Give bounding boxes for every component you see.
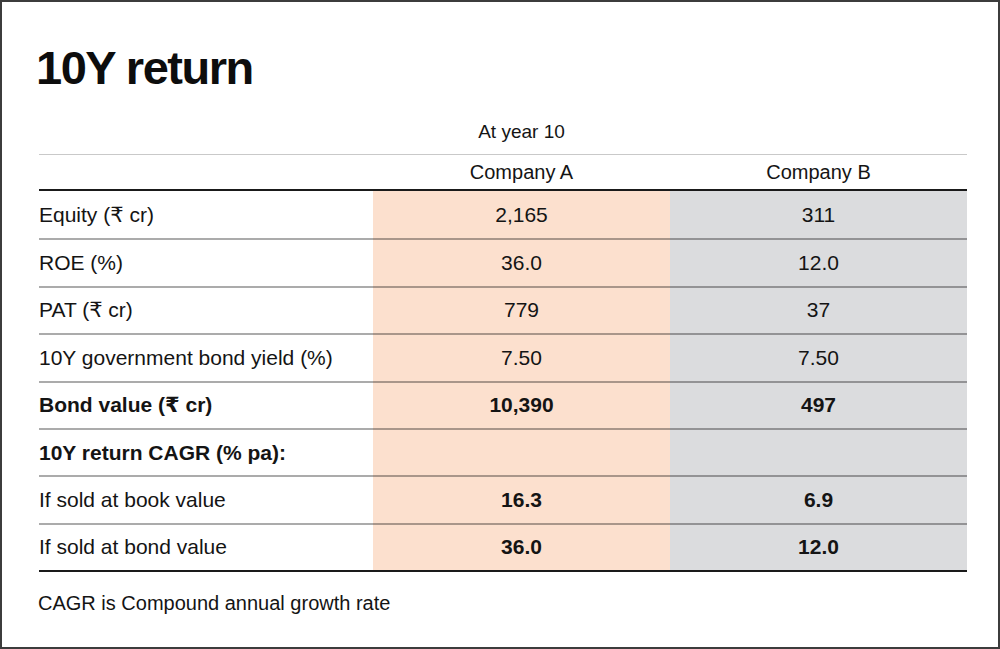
cell-company-a: 36.0 [373, 523, 670, 570]
cell-company-a: 36.0 [373, 238, 670, 285]
cell-company-b: 311 [670, 191, 967, 238]
page-title: 10Y return [36, 44, 253, 91]
cell-company-b: 497 [670, 381, 967, 428]
table-column-header-row: Company A Company B [39, 155, 967, 191]
super-header-spacer [39, 110, 373, 154]
comparison-table: At year 10 Company A Company B Equity (₹… [39, 110, 967, 572]
cell-company-a: 16.3 [373, 475, 670, 522]
row-label: 10Y government bond yield (%) [39, 333, 373, 380]
row-label: If sold at bond value [39, 523, 373, 570]
cell-company-a: 10,390 [373, 381, 670, 428]
cell-company-b: 6.9 [670, 475, 967, 522]
cell-company-b: 12.0 [670, 238, 967, 285]
row-label: PAT (₹ cr) [39, 286, 373, 333]
row-label: Equity (₹ cr) [39, 191, 373, 238]
column-header-company-b: Company B [670, 155, 967, 189]
table-row-bond-yield: 10Y government bond yield (%) 7.50 7.50 [39, 333, 967, 380]
cell-company-a [373, 428, 670, 475]
outer-frame: 10Y return At year 10 Company A Company … [0, 0, 1000, 649]
table-row-cagr-heading: 10Y return CAGR (% pa): [39, 428, 967, 475]
table-row-sold-book-value: If sold at book value 16.3 6.9 [39, 475, 967, 522]
cell-company-b: 37 [670, 286, 967, 333]
table-row-pat: PAT (₹ cr) 779 37 [39, 286, 967, 333]
row-label: 10Y return CAGR (% pa): [39, 428, 373, 475]
super-header-spacer [670, 110, 967, 154]
row-label: If sold at book value [39, 475, 373, 522]
cell-company-a: 779 [373, 286, 670, 333]
cell-company-b [670, 428, 967, 475]
footnote: CAGR is Compound annual growth rate [38, 592, 390, 615]
cell-company-b: 12.0 [670, 523, 967, 570]
column-header-company-a: Company A [373, 155, 670, 189]
row-label: Bond value (₹ cr) [39, 381, 373, 428]
table-row-sold-bond-value: If sold at bond value 36.0 12.0 [39, 523, 967, 570]
table-super-header-row: At year 10 [39, 110, 967, 155]
row-label: ROE (%) [39, 238, 373, 285]
table-row-roe: ROE (%) 36.0 12.0 [39, 238, 967, 285]
cell-company-b: 7.50 [670, 333, 967, 380]
table-body: Equity (₹ cr) 2,165 311 ROE (%) 36.0 12.… [39, 191, 967, 572]
table-row-bond-value: Bond value (₹ cr) 10,390 497 [39, 381, 967, 428]
cell-company-a: 2,165 [373, 191, 670, 238]
column-header-spacer [39, 155, 373, 189]
table-row-equity: Equity (₹ cr) 2,165 311 [39, 191, 967, 238]
super-header-label: At year 10 [373, 110, 670, 154]
cell-company-a: 7.50 [373, 333, 670, 380]
